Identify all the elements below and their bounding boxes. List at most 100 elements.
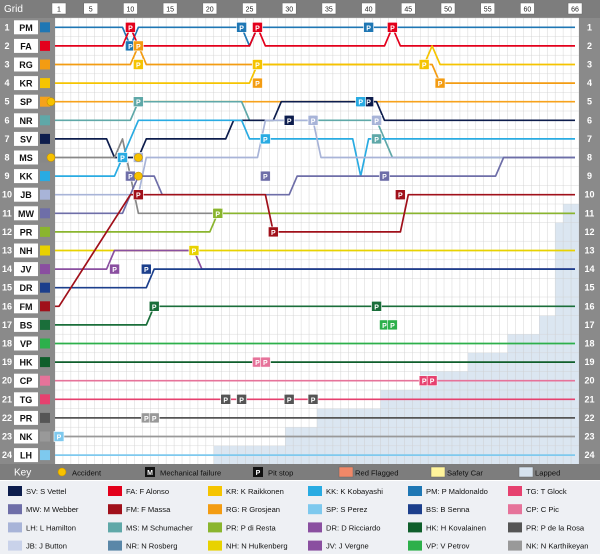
legend-swatch [508, 540, 522, 551]
key-label: Key [14, 468, 31, 479]
pit-stop-letter: P [144, 267, 149, 274]
pit-stop-letter: P [422, 63, 427, 70]
key-item-label: Pit stop [268, 469, 293, 478]
grid-driver-box [14, 317, 38, 332]
legend-swatch [8, 486, 22, 496]
finish-position: 5 [587, 97, 592, 107]
x-tick-box [480, 2, 495, 15]
finish-position: 2 [587, 41, 592, 51]
x-tick-label: 45 [404, 7, 412, 14]
legend-swatch [308, 486, 322, 496]
finish-position: 4 [587, 78, 592, 88]
x-tick-label: 30 [285, 7, 293, 14]
grid-driver-swatch [40, 115, 50, 126]
finish-position: 6 [587, 115, 592, 125]
key-item-label: Mechanical failure [160, 469, 221, 478]
grid-driver-swatch [40, 152, 50, 163]
pit-stop-letter: P [438, 81, 443, 88]
grid-driver-box [14, 38, 38, 53]
grid-driver-box [14, 187, 38, 202]
grid-driver-swatch [40, 301, 50, 312]
pit-stop-letter: P [112, 267, 117, 274]
accident-icon [134, 171, 143, 181]
grid-driver-swatch [40, 78, 50, 89]
grid-driver-swatch [40, 208, 50, 219]
pit-stop-letter: P [287, 397, 292, 404]
pit-stop-marker [188, 245, 200, 256]
pit-stop-letter: P [223, 397, 228, 404]
pit-stop-letter: P [366, 100, 371, 107]
grid-driver-code: HK [20, 358, 33, 368]
grid-driver-box [14, 131, 38, 146]
grid-driver-swatch [40, 96, 50, 107]
legend-panel [0, 481, 600, 554]
grid-driver-box [14, 299, 38, 314]
grid-driver-code: CP [20, 376, 33, 386]
finish-position: 17 [584, 320, 594, 330]
legend-entry: MS: M Schumacher [126, 523, 193, 532]
pit-stop-letter: P [136, 44, 141, 51]
legend-entry: JB: J Button [26, 542, 67, 551]
pit-stop-letter: P [398, 193, 403, 200]
grid-driver-box [14, 373, 38, 388]
legend-entry: KR: K Raikkonen [226, 487, 284, 496]
pit-stop-marker [220, 393, 231, 405]
x-tick-box [242, 2, 257, 15]
grid-driver-code: FM [20, 302, 33, 312]
legend-entry: LH: L Hamilton [26, 523, 76, 532]
grid-driver-code: BS [20, 320, 33, 330]
legend-entry: CP: C Pic [526, 505, 559, 514]
pit-stop-letter: P [152, 304, 157, 311]
finish-position: 3 [587, 60, 592, 70]
grid-driver-swatch [40, 22, 50, 33]
pit-stop-marker [133, 59, 144, 70]
pit-stop-marker [307, 393, 319, 405]
x-tick-box [520, 2, 535, 15]
grid-driver-code: PM [19, 23, 33, 33]
pit-stop-marker [260, 170, 271, 182]
key-swatch [430, 466, 446, 478]
finish-position: 7 [587, 134, 592, 144]
key-item-label: Lapped [535, 469, 560, 478]
grid-driver-code: NK [20, 432, 33, 442]
pit-stop-letter: P [192, 249, 197, 256]
legend-entry: NK: N Karthikeyan [526, 542, 588, 551]
pit-stop-letter: P [128, 25, 133, 32]
grid-position: 5 [4, 97, 9, 107]
pit-stop-marker [236, 393, 247, 405]
grid-driver-code: SP [20, 97, 32, 107]
finish-position: 10 [584, 190, 594, 200]
legend-swatch [208, 486, 222, 496]
x-tick-label: 1 [57, 7, 61, 14]
grid-driver-swatch [40, 412, 50, 423]
grid-driver-box [14, 280, 38, 295]
pit-stop-letter: P [263, 137, 268, 144]
pit-stop-marker [371, 133, 382, 145]
pit-stop-letter: P [382, 174, 387, 181]
finish-position: 20 [584, 376, 594, 386]
x-tick-box [281, 2, 297, 15]
legend-swatch [208, 540, 222, 551]
grid-driver-swatch [40, 431, 50, 442]
grid-position: 13 [2, 246, 12, 256]
finish-position: 19 [584, 357, 594, 367]
grid-position: 6 [4, 115, 9, 125]
series-line [55, 119, 575, 196]
grid-position: 18 [2, 339, 12, 349]
pit-stop-letter: P [382, 323, 387, 330]
finish-position: 21 [584, 394, 594, 404]
pit-stop-marker [395, 189, 406, 200]
grid-driver-swatch [40, 394, 50, 405]
legend-entry: SP: S Perez [326, 505, 368, 514]
grid-driver-code: SV [20, 134, 32, 144]
x-tick-box [202, 2, 218, 15]
key-item-label: Accident [72, 469, 102, 478]
legend-swatch [8, 522, 22, 533]
legend-swatch [108, 504, 122, 515]
finish-position: 16 [584, 301, 594, 311]
grid-driver-code: TG [20, 395, 33, 405]
pit-stop-marker [371, 115, 382, 126]
pit-stop-marker [434, 77, 446, 89]
finish-position: 13 [584, 246, 594, 256]
pit-stop-letter: P [128, 44, 133, 51]
